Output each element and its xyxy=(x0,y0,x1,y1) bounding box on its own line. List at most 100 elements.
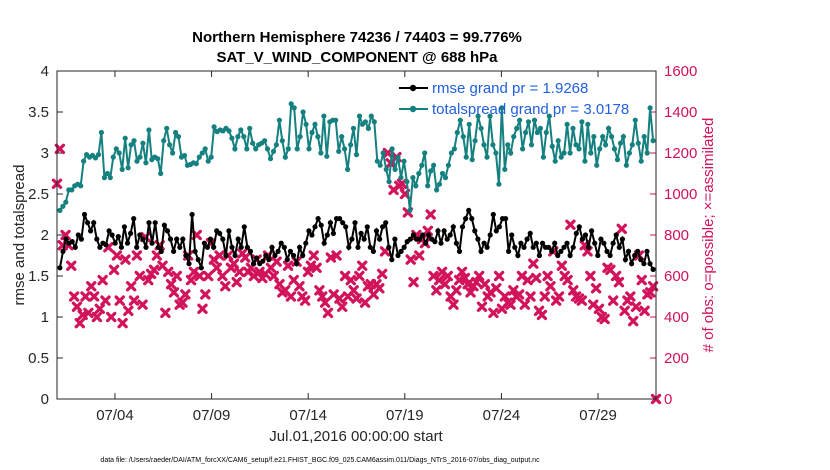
rmse-point xyxy=(229,244,235,250)
rmse-point xyxy=(546,244,552,250)
totalspread-point xyxy=(202,146,208,152)
rmse-point xyxy=(453,240,459,246)
rmse-point xyxy=(558,248,564,254)
rmse-point xyxy=(346,244,352,250)
y-tick-label: 2.5 xyxy=(28,186,49,203)
totalspread-point xyxy=(638,158,644,164)
totalspread-point xyxy=(419,162,425,168)
assimilated-point xyxy=(194,270,205,282)
rmse-point xyxy=(241,224,247,230)
totalspread-point xyxy=(395,154,401,160)
totalspread-point xyxy=(609,134,615,140)
rmse-point xyxy=(112,240,118,246)
rmse-point xyxy=(63,236,69,242)
rmse-point xyxy=(143,244,149,250)
y-tick-label: 4 xyxy=(41,63,49,80)
assimilated-point xyxy=(228,258,240,269)
rmse-point xyxy=(204,244,210,250)
rmse-point xyxy=(496,224,502,230)
rmse-point xyxy=(134,244,140,250)
assimilated-point xyxy=(493,270,505,282)
rmse-point xyxy=(616,244,622,250)
totalspread-point xyxy=(264,146,271,152)
rmse-point xyxy=(106,228,112,234)
rmse-point xyxy=(484,244,490,250)
rmse-point xyxy=(549,248,555,254)
legend-rmse-label: rmse grand pr = 1.9268 xyxy=(432,80,588,97)
totalspread-point xyxy=(267,156,274,162)
rmse-point xyxy=(238,244,244,250)
rmse-point xyxy=(327,220,333,226)
totalspread-point xyxy=(291,105,297,111)
assimilated-point xyxy=(539,291,550,302)
totalspread-point xyxy=(641,134,647,140)
assimilated-point xyxy=(114,295,125,306)
totalspread-point xyxy=(134,158,140,164)
totalspread-point xyxy=(175,134,182,140)
totalspread-point xyxy=(505,142,511,148)
rmse-point xyxy=(340,220,346,226)
rmse-point xyxy=(91,220,97,226)
totalspread-point xyxy=(439,170,446,177)
assimilated-point xyxy=(331,250,342,261)
assimilated-point xyxy=(83,307,94,319)
rmse-point xyxy=(441,228,447,234)
rmse-point xyxy=(352,220,358,226)
y-tick-label: 2 xyxy=(41,227,49,244)
totalspread-point xyxy=(167,142,173,148)
rmse-point xyxy=(94,236,100,242)
totalspread-point xyxy=(407,207,413,213)
rmse-point xyxy=(201,240,207,246)
assimilated-point xyxy=(163,266,174,278)
totalspread-point xyxy=(614,157,621,163)
totalspread-point xyxy=(110,154,116,160)
totalspread-point xyxy=(540,154,547,160)
totalspread-point xyxy=(348,142,354,148)
rmse-point xyxy=(247,248,254,254)
totalspread-point xyxy=(546,113,552,119)
totalspread-point xyxy=(525,119,532,125)
totalspread-point xyxy=(629,142,635,148)
totalspread-point xyxy=(371,119,377,125)
totalspread-point xyxy=(309,129,315,136)
totalspread-point xyxy=(490,142,496,148)
rmse-point xyxy=(275,248,281,254)
rmse-point xyxy=(121,224,127,230)
assimilated-point xyxy=(536,309,548,321)
totalspread-point xyxy=(611,146,618,152)
rmse-point xyxy=(644,248,650,254)
totalspread-point xyxy=(442,175,449,181)
assimilated-point xyxy=(610,270,622,282)
totalspread-point xyxy=(600,134,606,140)
totalspread-point xyxy=(342,146,348,152)
rmse-point xyxy=(88,228,94,234)
rmse-point xyxy=(118,244,124,250)
totalspread-point xyxy=(137,154,143,160)
totalspread-point xyxy=(466,121,472,127)
assimilated-point xyxy=(123,305,134,317)
rmse-point xyxy=(573,230,579,236)
assimilated-point xyxy=(314,285,325,296)
totalspread-point xyxy=(193,161,199,167)
rmse-point xyxy=(450,224,456,230)
totalspread-point xyxy=(570,125,576,131)
assimilated-point xyxy=(456,266,468,278)
totalspread-point xyxy=(591,134,597,140)
rmse-point xyxy=(207,236,214,242)
assimilated-point xyxy=(111,250,123,261)
totalspread-point xyxy=(620,134,627,140)
y2-tick-label: 1400 xyxy=(664,104,697,121)
rmse-point xyxy=(392,236,398,242)
assimilated-point xyxy=(131,250,143,261)
assimilated-point xyxy=(299,295,311,306)
assimilated-point xyxy=(308,250,319,261)
totalspread-point xyxy=(276,117,282,123)
y-axis-label: rmse and totalspread xyxy=(11,165,28,306)
rmse-point xyxy=(524,236,530,242)
totalspread-point xyxy=(211,124,217,130)
totalspread-point xyxy=(416,170,422,177)
assimilated-point xyxy=(627,315,639,327)
footnote: data file: /Users/raeder/DAI/ATM_forcXX/… xyxy=(100,457,540,464)
rmse-point xyxy=(567,252,573,259)
totalspread-point xyxy=(253,146,259,152)
